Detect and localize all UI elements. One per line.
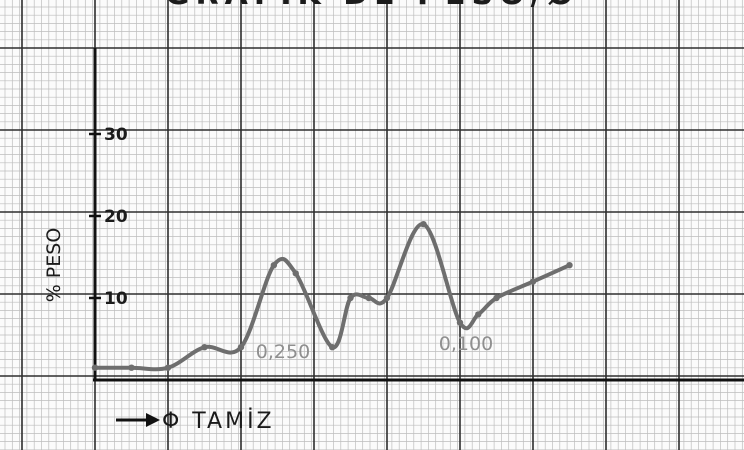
data-point [164,364,172,371]
data-point [201,344,208,351]
data-point [456,319,464,326]
y-tick-label: 20 [104,207,128,227]
data-point [493,294,500,302]
data-point [128,364,135,371]
y-tick-label: 10 [104,289,128,309]
data-point [237,344,245,351]
data-point [91,364,99,371]
annotation-label: 0,250 [256,341,310,363]
y-axis-label: % PESO [43,228,65,303]
annotation-label: 0,100 [439,333,493,355]
data-point [292,270,299,277]
data-point [365,294,372,302]
chart-title: GRAFİK DE PESO/Ø [165,0,579,12]
data-point [270,262,278,269]
data-point [566,262,573,269]
data-point [347,294,354,302]
data-point [529,278,537,285]
data-point [329,344,336,351]
x-axis-label: Φ TAMİZ [162,408,275,434]
data-point [383,294,391,302]
data-points [91,221,573,371]
y-tick-label: 30 [104,125,128,145]
x-axis-arrow [116,413,160,427]
data-point [475,311,482,318]
data-point [420,221,427,228]
y-tick-labels: 10 20 30 [89,125,128,309]
